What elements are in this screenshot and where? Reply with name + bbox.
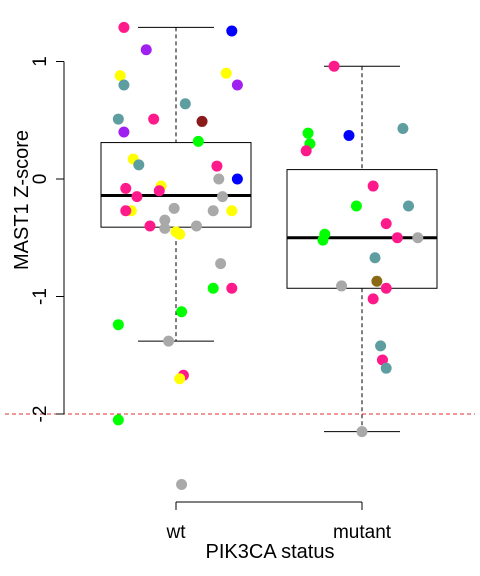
points-layer xyxy=(112,21,424,490)
data-point xyxy=(196,115,208,127)
x-tick-label: mutant xyxy=(333,522,392,543)
data-point xyxy=(131,191,143,203)
data-point xyxy=(148,113,160,125)
data-point xyxy=(300,145,312,157)
data-point xyxy=(144,220,156,232)
data-point xyxy=(350,200,362,212)
data-point xyxy=(302,127,314,139)
data-point xyxy=(174,373,186,385)
data-point xyxy=(391,232,403,244)
data-point xyxy=(168,202,180,214)
data-point xyxy=(207,282,219,294)
data-point xyxy=(207,205,219,217)
x-axis: wt mutant xyxy=(166,501,392,543)
data-point xyxy=(112,319,124,331)
data-point xyxy=(403,200,414,212)
y-tick-label: 1 xyxy=(30,56,51,67)
data-point xyxy=(153,185,165,197)
y-tick-label: 0 xyxy=(30,174,51,185)
data-point xyxy=(336,280,348,292)
data-point xyxy=(328,60,340,72)
y-tick-label: -1 xyxy=(30,288,51,305)
data-point xyxy=(380,218,392,230)
data-point xyxy=(176,479,188,490)
data-point xyxy=(375,340,387,352)
data-point xyxy=(380,362,392,374)
data-point xyxy=(174,228,186,240)
box-iqr xyxy=(286,169,438,289)
data-point xyxy=(215,258,227,270)
data-point xyxy=(114,70,126,82)
data-point xyxy=(120,182,132,194)
data-point xyxy=(112,113,124,125)
data-point xyxy=(226,25,238,37)
x-tick-label: wt xyxy=(166,522,187,543)
data-point xyxy=(226,205,238,217)
data-point xyxy=(211,160,223,172)
data-point xyxy=(179,98,191,110)
data-point xyxy=(369,252,381,264)
data-point xyxy=(159,222,171,234)
data-point xyxy=(231,173,243,185)
data-point xyxy=(176,306,188,318)
data-point xyxy=(356,426,368,438)
data-point xyxy=(317,234,329,246)
y-axis-title: MAST1 Z-score xyxy=(11,130,33,270)
y-tick-label: -2 xyxy=(30,406,51,423)
data-point xyxy=(159,214,171,226)
data-point xyxy=(367,180,379,192)
data-point xyxy=(371,275,383,287)
data-point xyxy=(397,122,409,134)
y-axis: 1 0 -1 -2 xyxy=(30,56,65,423)
data-point xyxy=(118,79,130,91)
data-point xyxy=(380,282,392,294)
data-point xyxy=(192,135,204,147)
data-point xyxy=(133,159,145,171)
data-point xyxy=(112,414,124,426)
data-point xyxy=(412,232,424,244)
data-point xyxy=(140,44,152,56)
data-point xyxy=(231,79,243,91)
data-point xyxy=(226,282,238,294)
box-mutant xyxy=(286,65,438,433)
data-point xyxy=(376,354,388,366)
data-point xyxy=(118,21,130,33)
data-point xyxy=(190,220,202,232)
data-point xyxy=(120,205,132,217)
x-axis-title: PIK3CA status xyxy=(206,541,335,563)
data-point xyxy=(213,173,225,185)
data-point xyxy=(118,126,130,138)
data-point xyxy=(163,335,175,347)
data-point xyxy=(220,67,232,79)
data-point xyxy=(343,130,355,142)
data-point xyxy=(367,293,379,305)
data-point xyxy=(217,191,228,203)
